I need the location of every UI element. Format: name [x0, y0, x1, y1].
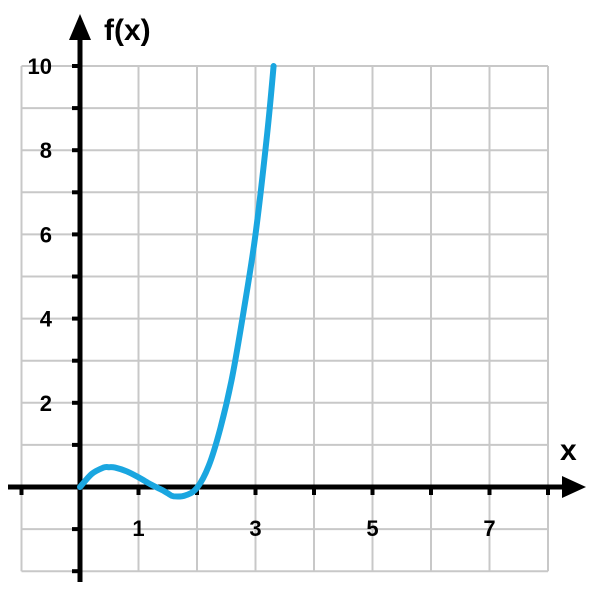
series-lines	[77, 63, 277, 500]
x-tick-label: 5	[366, 516, 378, 541]
y-axis-label: f(x)	[104, 14, 151, 47]
series-line	[77, 63, 277, 500]
y-tick-label: 10	[28, 54, 52, 79]
y-tick-label: 8	[40, 138, 52, 163]
y-tick-label: 2	[40, 391, 52, 416]
x-tick-label: 7	[483, 516, 495, 541]
tick-labels: 1 3 5 7 2 4 6 8 10	[28, 54, 496, 541]
y-axis-arrow	[69, 14, 91, 40]
y-tick-label: 4	[40, 307, 53, 332]
x-tick-label: 1	[132, 516, 144, 541]
x-axis-label: x	[560, 434, 577, 467]
grid	[20, 65, 549, 573]
x-tick-label: 3	[249, 516, 261, 541]
axis-ticks	[19, 64, 550, 574]
y-tick-label: 6	[40, 222, 52, 247]
x-axis-arrow	[562, 476, 586, 498]
axes	[8, 14, 586, 582]
